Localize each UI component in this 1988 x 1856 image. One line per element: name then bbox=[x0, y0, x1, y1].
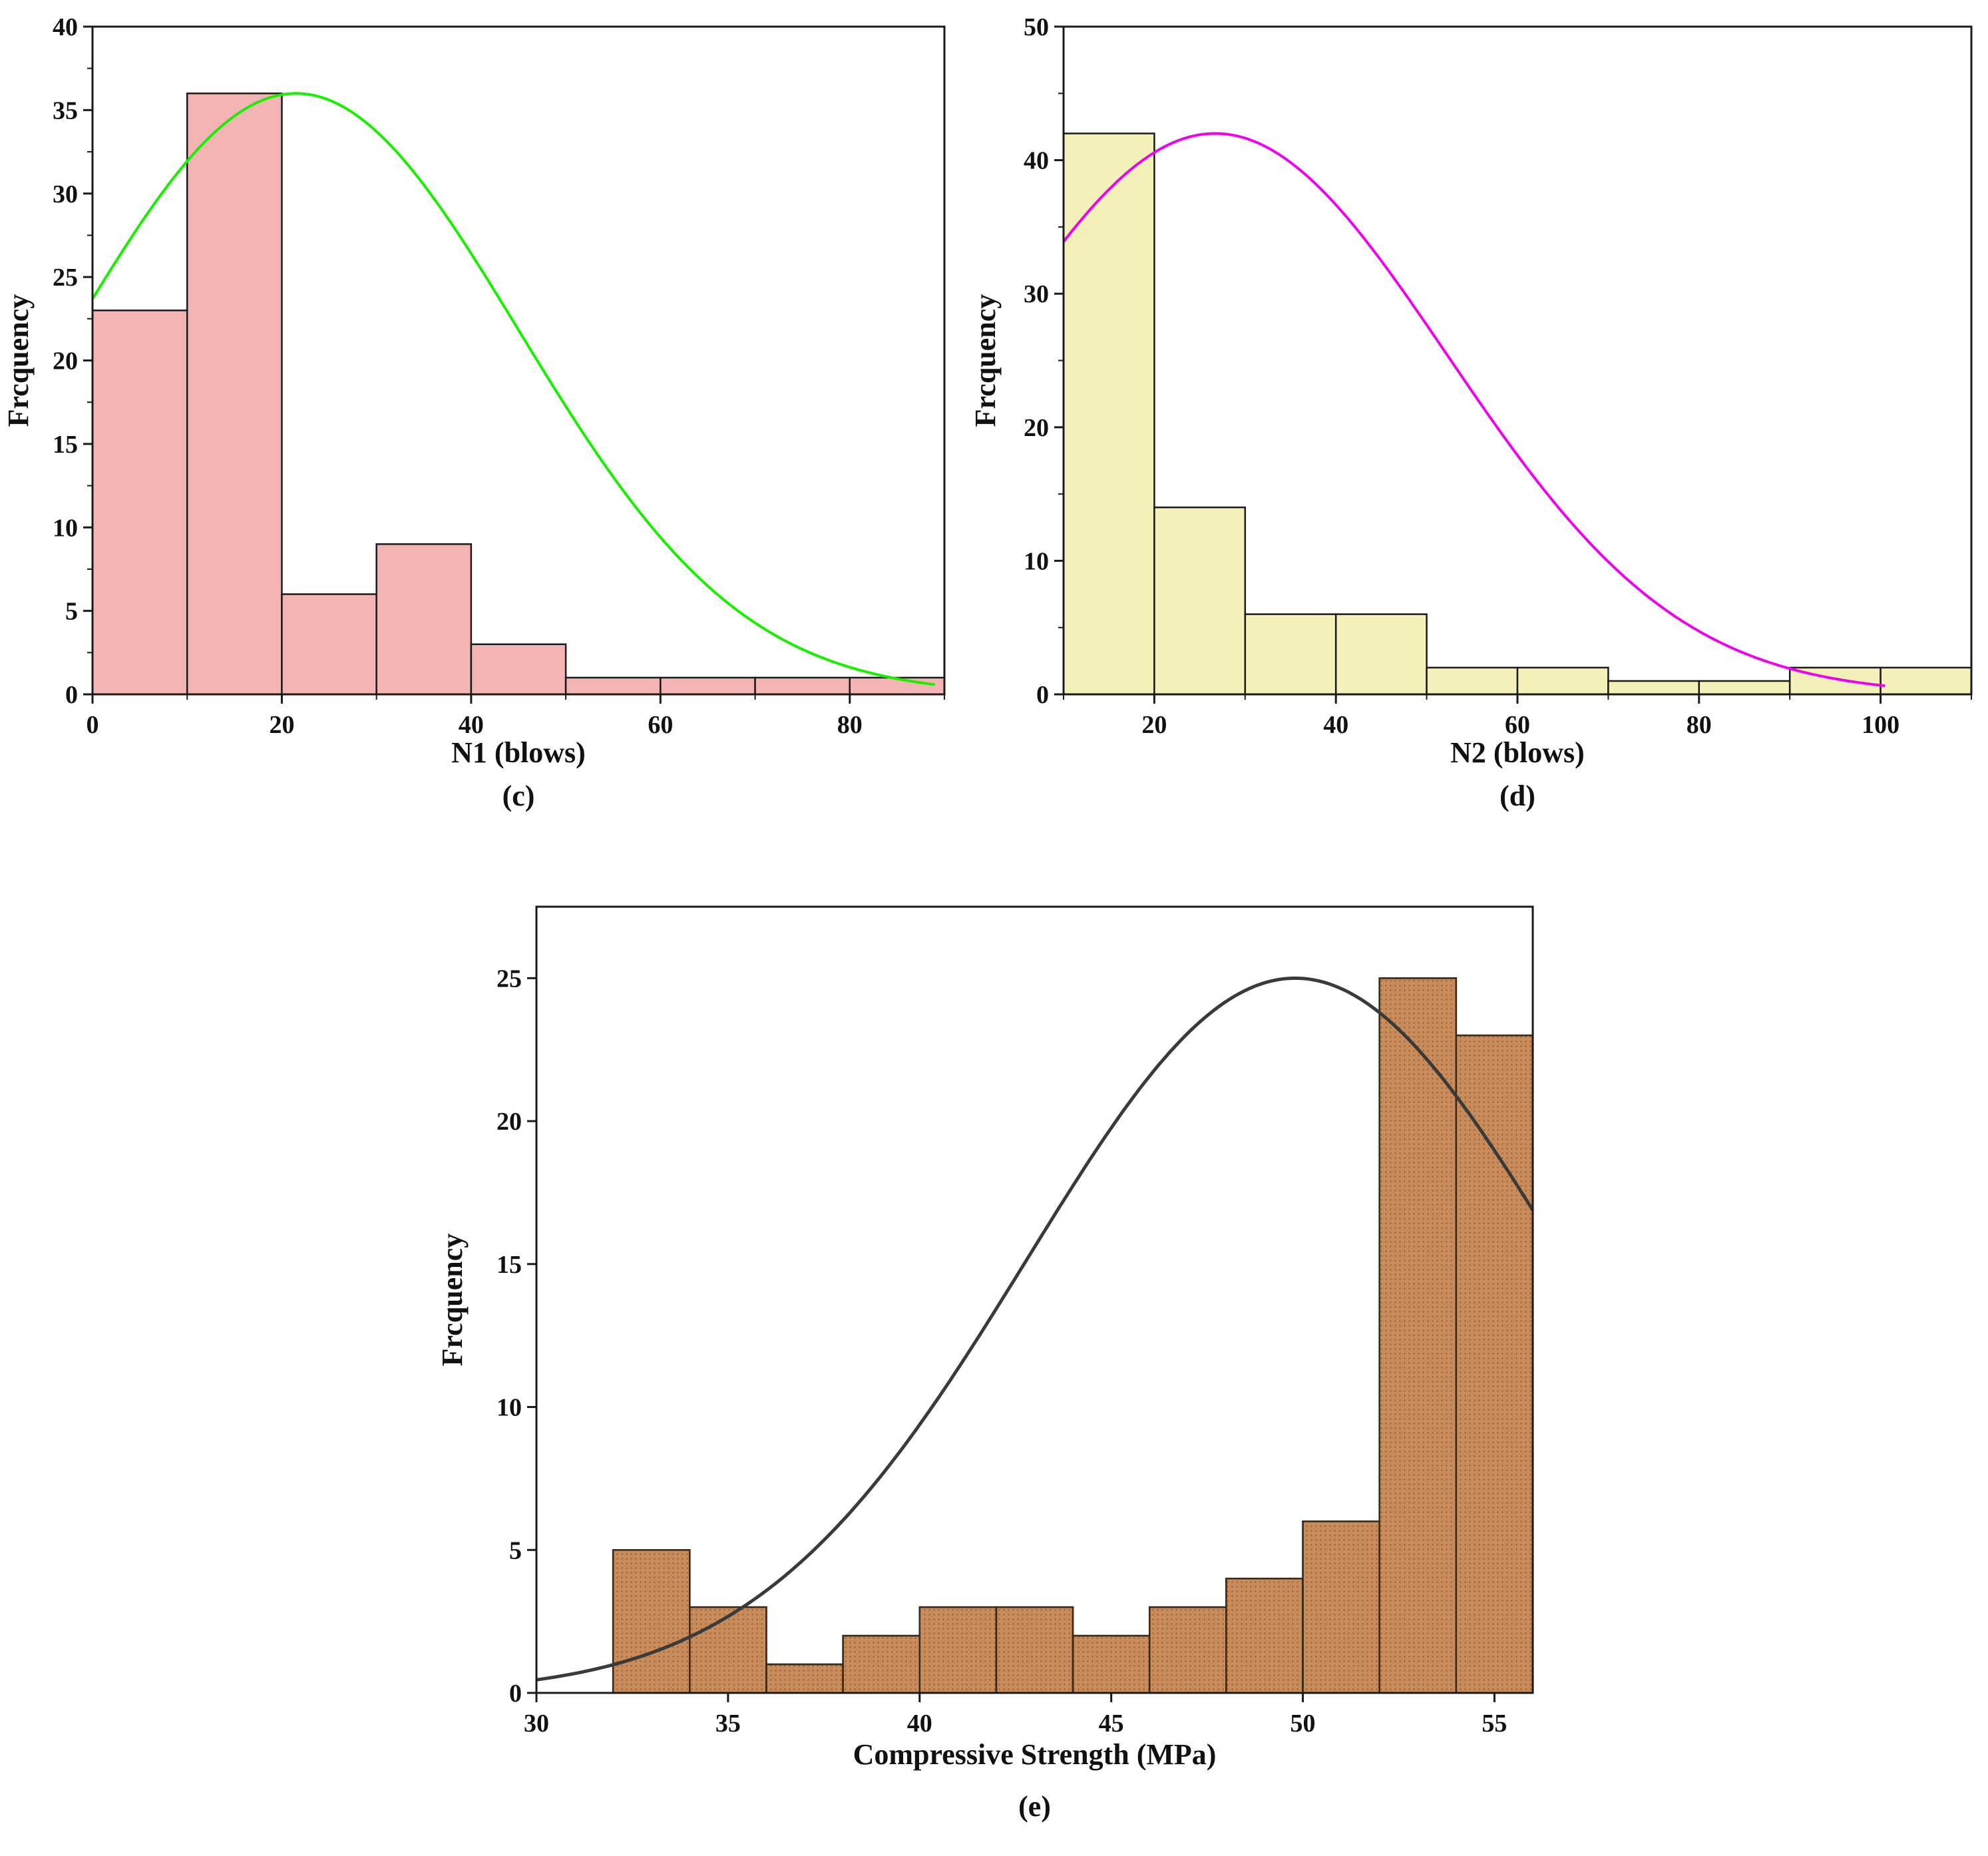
histogram-bar-texture bbox=[1072, 1634, 1151, 1694]
y-tick-label: 5 bbox=[509, 1536, 522, 1564]
histogram-bars-d bbox=[1062, 132, 1973, 696]
y-tick-label: 25 bbox=[497, 965, 522, 993]
x-tick-label: 80 bbox=[1687, 711, 1712, 739]
histogram-bar bbox=[1788, 666, 1882, 696]
histogram-bar bbox=[1062, 132, 1155, 696]
histogram-bar bbox=[91, 310, 188, 696]
histogram-bar bbox=[1244, 613, 1337, 696]
histogram-bar-texture bbox=[842, 1634, 921, 1694]
y-tick-label: 40 bbox=[53, 13, 78, 41]
histogram-bar bbox=[281, 593, 377, 696]
y-axis-label-e: Frcquency bbox=[436, 1234, 469, 1367]
y-tick-label: 30 bbox=[53, 180, 78, 208]
y-tick-label: 20 bbox=[53, 348, 78, 375]
normal-fit-curve-c bbox=[91, 92, 936, 686]
histogram-bar-texture bbox=[1378, 977, 1458, 1694]
y-tick-label: 20 bbox=[1024, 414, 1049, 442]
panel-label-e: (e) bbox=[1018, 1790, 1051, 1823]
y-axis-label-c: Frcquency bbox=[2, 294, 35, 427]
histogram-bar bbox=[1334, 613, 1428, 696]
x-tick-label: 40 bbox=[459, 711, 484, 739]
normal-fit-curve-d bbox=[1062, 132, 1886, 688]
x-tick-label: 20 bbox=[1141, 711, 1167, 739]
x-tick-label: 45 bbox=[1099, 1710, 1124, 1738]
histogram-bar bbox=[1607, 680, 1700, 696]
axis-ticks-c: 0 20 40 60 80 0 5 10 15 20 25 30 35 40 bbox=[53, 13, 945, 739]
histogram-bar bbox=[754, 676, 851, 696]
y-tick-label: 0 bbox=[1036, 681, 1049, 709]
normal-fit-curve-e bbox=[536, 976, 1535, 1682]
x-tick-label: 20 bbox=[269, 711, 294, 739]
x-tick-label: 30 bbox=[524, 1710, 549, 1738]
histogram-bar bbox=[1426, 666, 1519, 696]
x-tick-label: 100 bbox=[1862, 711, 1899, 739]
histogram-bar bbox=[564, 676, 662, 696]
x-tick-label: 40 bbox=[907, 1710, 932, 1738]
x-tick-label: 80 bbox=[837, 711, 863, 739]
y-tick-label: 35 bbox=[53, 97, 78, 124]
histogram-bar-texture bbox=[918, 1606, 998, 1694]
histogram-bar-texture bbox=[765, 1663, 844, 1694]
histogram-bar-texture bbox=[1225, 1577, 1304, 1694]
axis-ticks-d: 20 40 60 80 100 0 10 20 30 40 50 bbox=[1024, 13, 1972, 739]
y-tick-label: 40 bbox=[1024, 147, 1049, 175]
histogram-bar bbox=[470, 643, 567, 696]
histogram-panel-d: 20 40 60 80 100 0 10 20 30 40 50 N2 (blows) Frcque… bbox=[969, 13, 1973, 812]
x-tick-label: 50 bbox=[1291, 1710, 1316, 1738]
x-tick-label: 55 bbox=[1482, 1710, 1507, 1738]
histogram-bar bbox=[1153, 506, 1247, 696]
x-axis-label-c: N1 (blows) bbox=[451, 736, 586, 769]
histogram-bar-texture bbox=[995, 1606, 1074, 1694]
plot-frame-e bbox=[535, 905, 1534, 1694]
y-tick-label: 10 bbox=[53, 514, 78, 542]
histogram-bar bbox=[375, 543, 473, 696]
x-tick-label: 60 bbox=[1505, 711, 1530, 739]
y-tick-label: 5 bbox=[65, 598, 78, 626]
y-tick-label: 20 bbox=[497, 1108, 522, 1136]
x-tick-label: 35 bbox=[715, 1710, 741, 1738]
y-tick-label: 10 bbox=[1024, 547, 1049, 575]
y-tick-label: 0 bbox=[509, 1680, 522, 1708]
y-tick-label: 15 bbox=[53, 431, 78, 459]
histogram-bar bbox=[1516, 666, 1609, 696]
histogram-panel-e: 30 35 40 45 50 55 0 5 10 15 20 25 Compressive Stren… bbox=[436, 905, 1535, 1823]
x-axis-label-e: Compressive Strength (MPa) bbox=[853, 1738, 1217, 1771]
histogram-panel-c: 0 20 40 60 80 0 5 10 15 20 25 30 35 40 N1 (blows) Frc… bbox=[2, 13, 946, 812]
histogram-bar bbox=[660, 676, 756, 696]
y-tick-label: 10 bbox=[497, 1394, 522, 1422]
y-tick-label: 15 bbox=[497, 1251, 522, 1279]
panel-label-c: (c) bbox=[502, 780, 535, 812]
histogram-bar bbox=[1698, 680, 1791, 696]
histogram-bar bbox=[186, 93, 283, 696]
histogram-bar-texture bbox=[1148, 1606, 1227, 1694]
histogram-bar-texture bbox=[689, 1606, 767, 1694]
y-tick-label: 30 bbox=[1024, 280, 1049, 308]
y-tick-label: 50 bbox=[1024, 13, 1049, 41]
histogram-bars-c bbox=[91, 93, 946, 696]
histogram-bar-texture bbox=[612, 1549, 691, 1694]
histogram-bar bbox=[1880, 666, 1973, 696]
y-tick-label: 25 bbox=[53, 264, 78, 292]
y-axis-label-d: Frcquency bbox=[969, 294, 1002, 427]
x-tick-label: 60 bbox=[648, 711, 673, 739]
y-tick-label: 0 bbox=[65, 681, 78, 709]
histogram-bar-texture bbox=[1455, 1035, 1534, 1694]
histogram-bar bbox=[849, 676, 946, 696]
x-axis-label-d: N2 (blows) bbox=[1450, 736, 1585, 769]
panel-label-d: (d) bbox=[1499, 780, 1535, 812]
histogram-bars-e bbox=[612, 977, 1534, 1694]
histogram-bar-texture bbox=[1302, 1520, 1380, 1694]
x-tick-label: 0 bbox=[87, 711, 99, 739]
axis-ticks-e: 30 35 40 45 50 55 0 5 10 15 20 25 bbox=[497, 965, 1507, 1738]
x-tick-label: 40 bbox=[1323, 711, 1348, 739]
